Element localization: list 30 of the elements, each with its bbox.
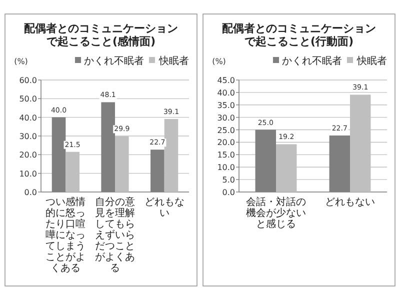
legend-label: かくれ不眠者 — [282, 55, 342, 67]
y-tick-label: 60.0 — [19, 76, 37, 85]
legend-label: 快眠者 — [356, 55, 387, 67]
legend-label: かくれ不眠者 — [84, 55, 144, 67]
y-tick-label: 0.0 — [222, 188, 235, 197]
y-tick-label: 35.0 — [217, 100, 235, 110]
y-tick-label: 5.0 — [222, 176, 235, 185]
y-tick-label: 0.0 — [24, 188, 37, 197]
y-axis-title: (%) — [212, 57, 226, 66]
y-tick-label: 30.0 — [19, 132, 37, 141]
chart-title: 配偶者とのコミュニケーションで起こること(感情面) — [24, 22, 178, 48]
legend-label: 快眠者 — [158, 55, 189, 67]
x-tick-label: つい感情的に怒ったり口喧嘩になってしまうことがよくある — [46, 196, 86, 274]
y-tick-label: 20.0 — [19, 150, 37, 160]
y-tick-label: 45.0 — [217, 76, 235, 85]
y-axis-title: (%) — [14, 57, 28, 66]
x-tick-label: 会話・対話の機会が少ないと感じる — [246, 196, 306, 230]
x-tick-label: どれもない — [144, 197, 184, 219]
chart-title: 配偶者とのコミュニケーションで起こること(行動面) — [222, 22, 376, 48]
y-tick-label: 25.0 — [217, 126, 235, 135]
y-tick-label: 40.0 — [19, 113, 37, 122]
y-tick-label: 50.0 — [19, 94, 37, 104]
x-tick-label: どれもない — [325, 197, 375, 208]
y-tick-label: 20.0 — [217, 138, 235, 148]
y-tick-label: 40.0 — [217, 88, 235, 98]
y-tick-label: 10.0 — [217, 163, 235, 172]
y-tick-label: 10.0 — [19, 169, 37, 178]
y-tick-label: 15.0 — [217, 150, 235, 160]
x-tick-label: 自分の意見を理解してもらえずいらだつことがよくある — [95, 196, 135, 274]
y-tick-label: 30.0 — [217, 113, 235, 122]
